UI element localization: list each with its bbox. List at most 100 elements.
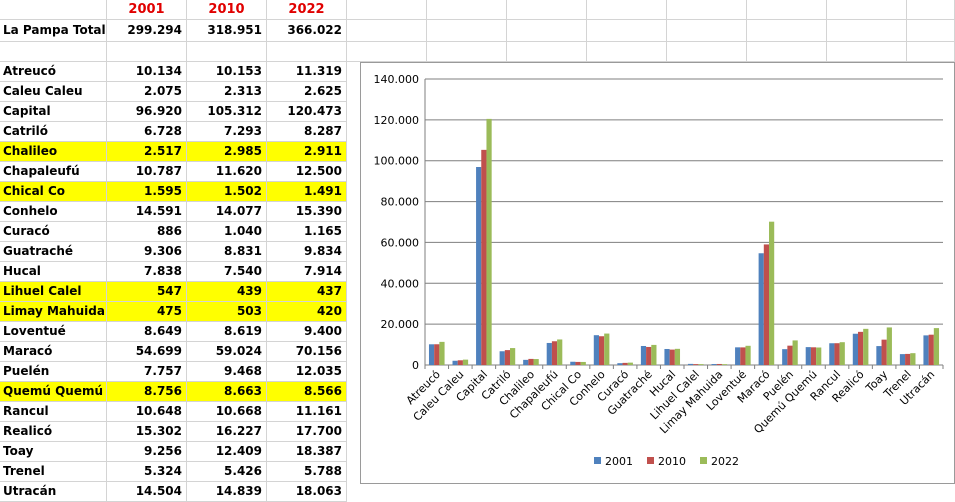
department-name-cell[interactable]: Utracán	[0, 482, 107, 502]
value-2010-cell[interactable]: 5.426	[187, 462, 267, 482]
empty-cell[interactable]	[587, 0, 667, 20]
empty-cell[interactable]	[667, 42, 747, 62]
department-name-cell[interactable]: Catriló	[0, 122, 107, 142]
value-2001-cell[interactable]: 2.075	[107, 82, 187, 102]
department-name-cell[interactable]: Maracó	[0, 342, 107, 362]
value-2010-cell[interactable]: 9.468	[187, 362, 267, 382]
value-2001-cell[interactable]: 96.920	[107, 102, 187, 122]
empty-cell[interactable]	[187, 42, 267, 62]
value-2001-cell[interactable]: 6.728	[107, 122, 187, 142]
empty-cell[interactable]	[0, 42, 107, 62]
value-2010-cell[interactable]: 8.831	[187, 242, 267, 262]
value-2022-cell[interactable]: 7.914	[267, 262, 347, 282]
empty-cell[interactable]	[747, 42, 827, 62]
bar-chart[interactable]: 0 20.000 40.000 60.000 80.000 100.000 120.000 1…	[360, 62, 955, 484]
value-2001-cell[interactable]: 5.324	[107, 462, 187, 482]
empty-cell[interactable]	[827, 20, 907, 42]
value-2010-cell[interactable]: 8.619	[187, 322, 267, 342]
empty-cell[interactable]	[907, 20, 955, 42]
total-label-cell[interactable]: La Pampa Total	[0, 20, 107, 42]
value-2010-cell[interactable]: 8.663	[187, 382, 267, 402]
department-name-cell[interactable]: Rancul	[0, 402, 107, 422]
department-name-cell[interactable]: Atreucó	[0, 62, 107, 82]
value-2022-cell[interactable]: 420	[267, 302, 347, 322]
department-name-cell[interactable]: Curacó	[0, 222, 107, 242]
empty-cell[interactable]	[347, 42, 427, 62]
value-2022-cell[interactable]: 12.500	[267, 162, 347, 182]
value-2010-cell[interactable]: 14.839	[187, 482, 267, 502]
value-2022-cell[interactable]: 5.788	[267, 462, 347, 482]
value-2022-cell[interactable]: 9.400	[267, 322, 347, 342]
empty-cell[interactable]	[507, 20, 587, 42]
empty-cell[interactable]	[347, 20, 427, 42]
department-name-cell[interactable]: Chalileo	[0, 142, 107, 162]
value-2010-cell[interactable]: 16.227	[187, 422, 267, 442]
department-name-cell[interactable]: Lihuel Calel	[0, 282, 107, 302]
value-2022-cell[interactable]: 18.387	[267, 442, 347, 462]
empty-cell[interactable]	[667, 20, 747, 42]
year-header-cell[interactable]: 2001	[107, 0, 187, 20]
department-name-cell[interactable]: Loventué	[0, 322, 107, 342]
value-2001-cell[interactable]: 9.306	[107, 242, 187, 262]
value-2010-cell[interactable]: 105.312	[187, 102, 267, 122]
value-2022-cell[interactable]: 11.161	[267, 402, 347, 422]
value-2001-cell[interactable]: 7.757	[107, 362, 187, 382]
total-value-cell[interactable]: 366.022	[267, 20, 347, 42]
department-name-cell[interactable]: Realicó	[0, 422, 107, 442]
department-name-cell[interactable]: Guatraché	[0, 242, 107, 262]
value-2022-cell[interactable]: 120.473	[267, 102, 347, 122]
value-2022-cell[interactable]: 8.287	[267, 122, 347, 142]
empty-cell[interactable]	[347, 0, 427, 20]
empty-cell[interactable]	[907, 0, 955, 20]
value-2010-cell[interactable]: 59.024	[187, 342, 267, 362]
empty-cell[interactable]	[747, 0, 827, 20]
value-2010-cell[interactable]: 10.668	[187, 402, 267, 422]
value-2001-cell[interactable]: 8.756	[107, 382, 187, 402]
empty-cell[interactable]	[587, 42, 667, 62]
value-2001-cell[interactable]: 14.591	[107, 202, 187, 222]
year-header-cell[interactable]: 2022	[267, 0, 347, 20]
value-2022-cell[interactable]: 8.566	[267, 382, 347, 402]
department-name-cell[interactable]: Hucal	[0, 262, 107, 282]
value-2010-cell[interactable]: 439	[187, 282, 267, 302]
value-2001-cell[interactable]: 8.649	[107, 322, 187, 342]
value-2001-cell[interactable]: 547	[107, 282, 187, 302]
value-2010-cell[interactable]: 1.502	[187, 182, 267, 202]
department-name-cell[interactable]: Caleu Caleu	[0, 82, 107, 102]
value-2001-cell[interactable]: 54.699	[107, 342, 187, 362]
value-2001-cell[interactable]: 14.504	[107, 482, 187, 502]
value-2010-cell[interactable]: 7.293	[187, 122, 267, 142]
value-2022-cell[interactable]: 1.165	[267, 222, 347, 242]
value-2010-cell[interactable]: 503	[187, 302, 267, 322]
empty-cell[interactable]	[427, 0, 507, 20]
empty-cell[interactable]	[267, 42, 347, 62]
value-2022-cell[interactable]: 9.834	[267, 242, 347, 262]
value-2010-cell[interactable]: 7.540	[187, 262, 267, 282]
department-name-cell[interactable]: Trenel	[0, 462, 107, 482]
empty-cell[interactable]	[587, 20, 667, 42]
empty-cell[interactable]	[0, 0, 107, 20]
department-name-cell[interactable]: Chical Co	[0, 182, 107, 202]
value-2010-cell[interactable]: 12.409	[187, 442, 267, 462]
year-header-cell[interactable]: 2010	[187, 0, 267, 20]
value-2001-cell[interactable]: 7.838	[107, 262, 187, 282]
empty-cell[interactable]	[107, 42, 187, 62]
value-2010-cell[interactable]: 10.153	[187, 62, 267, 82]
value-2022-cell[interactable]: 17.700	[267, 422, 347, 442]
department-name-cell[interactable]: Chapaleufú	[0, 162, 107, 182]
department-name-cell[interactable]: Puelén	[0, 362, 107, 382]
value-2001-cell[interactable]: 10.134	[107, 62, 187, 82]
value-2022-cell[interactable]: 12.035	[267, 362, 347, 382]
value-2010-cell[interactable]: 14.077	[187, 202, 267, 222]
value-2022-cell[interactable]: 70.156	[267, 342, 347, 362]
value-2001-cell[interactable]: 886	[107, 222, 187, 242]
value-2001-cell[interactable]: 10.648	[107, 402, 187, 422]
value-2001-cell[interactable]: 1.595	[107, 182, 187, 202]
value-2010-cell[interactable]: 11.620	[187, 162, 267, 182]
department-name-cell[interactable]: Toay	[0, 442, 107, 462]
value-2022-cell[interactable]: 18.063	[267, 482, 347, 502]
empty-cell[interactable]	[747, 20, 827, 42]
value-2001-cell[interactable]: 10.787	[107, 162, 187, 182]
department-name-cell[interactable]: Limay Mahuida	[0, 302, 107, 322]
value-2022-cell[interactable]: 437	[267, 282, 347, 302]
